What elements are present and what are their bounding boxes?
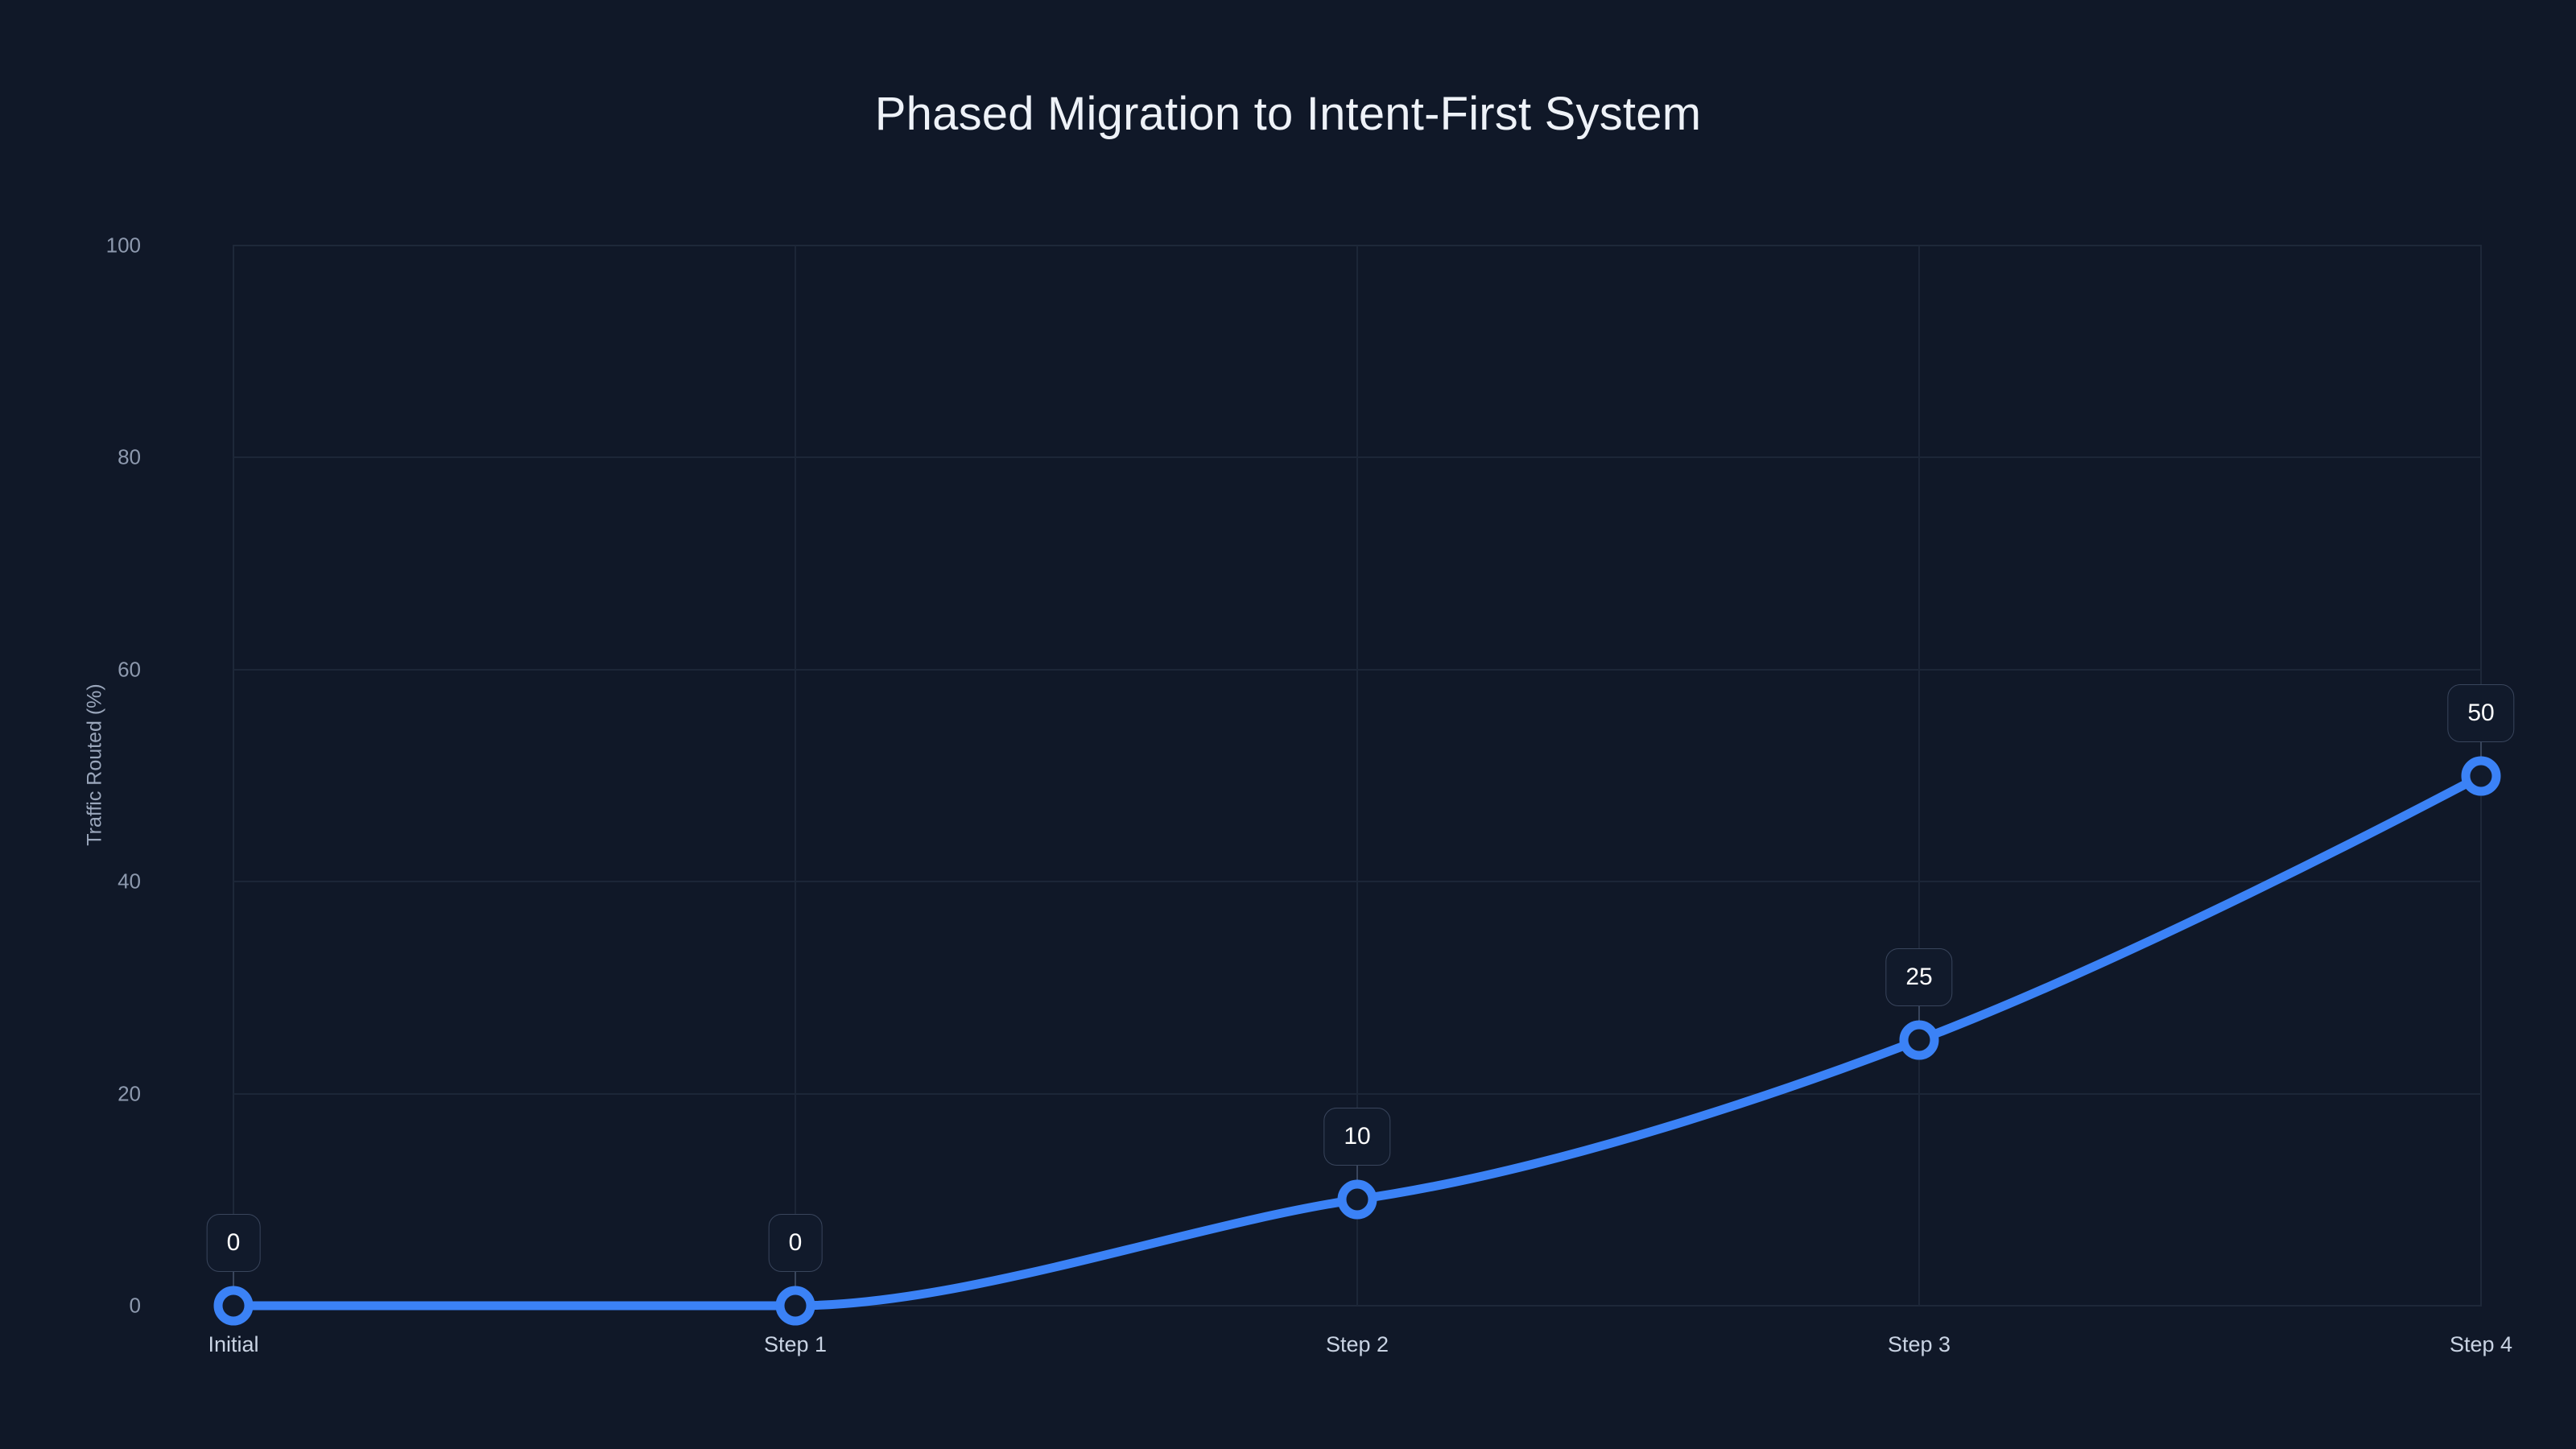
- value-badge-step-4: 50: [2447, 684, 2515, 742]
- value-badge-initial: 0: [206, 1214, 261, 1272]
- data-point-step-1[interactable]: [775, 1286, 815, 1326]
- data-point-initial[interactable]: [213, 1286, 254, 1326]
- data-point-step-4[interactable]: [2461, 756, 2501, 796]
- x-tick-label-initial: Initial: [208, 1332, 259, 1356]
- chart-title: Phased Migration to Intent-First System: [874, 88, 1702, 140]
- x-tick-label-step-4: Step 4: [2449, 1332, 2513, 1356]
- x-tick-label-step-1: Step 1: [763, 1332, 828, 1356]
- y-tick-label-60: 60: [118, 657, 141, 682]
- value-badge-step-3: 25: [1885, 948, 1953, 1006]
- x-tick-label-step-2: Step 2: [1325, 1332, 1389, 1356]
- y-tick-label-100: 100: [105, 233, 141, 258]
- data-line-traffic-routed: [229, 771, 2486, 1311]
- value-badge-step-2: 10: [1323, 1108, 1391, 1166]
- value-badge-step-1: 0: [768, 1214, 823, 1272]
- y-tick-label-40: 40: [118, 869, 141, 894]
- data-point-step-2[interactable]: [1337, 1179, 1377, 1220]
- data-point-step-3[interactable]: [1899, 1020, 1939, 1060]
- y-tick-label-20: 20: [118, 1081, 141, 1106]
- y-tick-label-80: 80: [118, 444, 141, 469]
- x-tick-label-step-3: Step 3: [1887, 1332, 1951, 1356]
- data-markers: [213, 756, 2501, 1326]
- y-tick-label-0: 0: [129, 1293, 141, 1318]
